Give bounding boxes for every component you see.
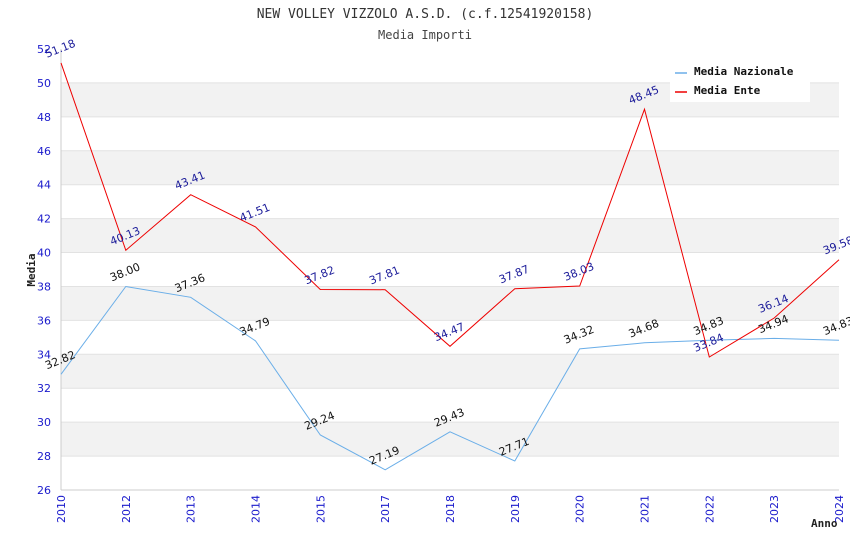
x-tick-label: 2013 [185,495,198,523]
grid-band [61,252,839,287]
grid-band [61,286,839,321]
y-tick-labels: 26 28 30 32 34 36 38 40 42 44 46 48 50 52 [37,43,51,497]
grid-band [61,388,839,423]
chart-subtitle: Media Importi [378,28,472,42]
legend: Media Nazionale Media Ente [670,60,810,102]
grid-band [61,184,839,219]
y-tick-label: 32 [37,382,51,395]
x-tick-label: 2017 [379,495,392,523]
y-tick-label: 44 [37,179,51,192]
y-tick-label: 28 [37,450,51,463]
chart-title: NEW VOLLEY VIZZOLO A.S.D. (c.f.125419201… [257,7,594,22]
x-tick-labels: 2010 2012 2013 2014 2015 2017 2018 2019 2020 2021… [55,495,846,523]
grid-band [61,116,839,151]
x-tick-label: 2023 [768,495,781,523]
y-axis-label: Media [25,253,38,286]
x-tick-label: 2019 [509,495,522,523]
y-tick-label: 26 [37,484,51,497]
y-tick-label: 40 [37,247,51,260]
y-tick-label: 50 [37,77,51,90]
y-tick-label: 36 [37,314,51,327]
grid-band [61,150,839,185]
grid-band [61,456,839,490]
x-tick-label: 2024 [833,495,846,523]
axes [60,49,839,491]
y-tick-label: 38 [37,280,51,293]
legend-label-ente: Media Ente [694,84,761,97]
x-tick-label: 2010 [55,495,68,523]
y-tick-label: 52 [37,43,51,56]
y-tick-label: 46 [37,145,51,158]
x-tick-label: 2022 [703,495,716,523]
x-tick-label: 2014 [250,495,263,523]
grid-band [61,354,839,389]
legend-box [670,60,810,102]
x-tick-label: 2018 [444,495,457,523]
y-tick-label: 42 [37,213,51,226]
x-axis-label: Anno [811,517,838,530]
series-line-ente [60,62,840,358]
legend-label-nazionale: Media Nazionale [694,65,794,78]
series-lines [60,62,840,471]
grid-band [61,320,839,355]
series-line-nazionale [60,285,840,471]
y-tick-label: 34 [37,348,51,361]
y-tick-label: 30 [37,416,51,429]
grid-band [61,218,839,253]
x-tick-label: 2012 [120,495,133,523]
grid-band [61,422,839,457]
x-tick-label: 2021 [639,495,652,523]
x-tick-label: 2015 [314,495,327,523]
x-tick-label: 2020 [574,495,587,523]
y-tick-label: 48 [37,111,51,124]
